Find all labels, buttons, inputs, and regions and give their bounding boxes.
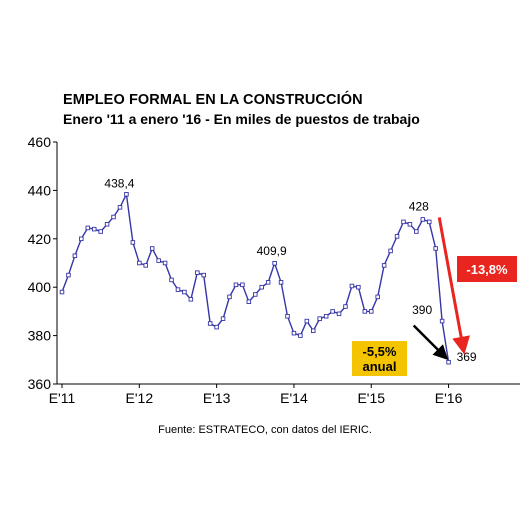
y-tick-label: 460 (28, 134, 52, 150)
data-point (156, 258, 161, 263)
data-point (433, 246, 438, 251)
data-point (388, 248, 393, 254)
data-point (195, 270, 200, 275)
y-tick-label: 440 (28, 182, 52, 198)
data-point (233, 282, 239, 288)
chart-subtitle: Enero '11 a enero '16 - En miles de pues… (63, 111, 420, 127)
data-point (420, 217, 426, 222)
data-point (317, 316, 322, 321)
black-arrow (412, 324, 449, 361)
data-point (381, 263, 387, 268)
data-point (401, 219, 406, 225)
data-point (323, 313, 329, 319)
data-point (439, 318, 445, 324)
data-point (214, 324, 219, 330)
percent-change-badge (457, 256, 517, 282)
data-point (175, 287, 181, 292)
data-point (188, 297, 194, 302)
data-point (349, 283, 355, 289)
data-point (137, 260, 142, 266)
data-point (227, 294, 232, 300)
percent-change-label: -13,8% (466, 262, 508, 277)
red-arrow (437, 217, 470, 355)
data-point (369, 309, 374, 314)
x-tick-label: E'15 (357, 390, 385, 406)
data-point (98, 229, 103, 234)
x-tick-label: E'16 (435, 390, 463, 406)
x-tick-label: E'11 (49, 390, 76, 406)
data-point (117, 205, 123, 210)
data-point (394, 234, 400, 239)
data-point (298, 333, 303, 338)
data-point (207, 321, 213, 326)
data-label: 409,9 (257, 244, 287, 258)
data-point (278, 280, 284, 285)
data-point (311, 328, 316, 334)
data-point (253, 292, 258, 297)
data-point (143, 263, 149, 268)
data-point (201, 272, 206, 278)
x-tick-label: E'13 (203, 390, 231, 406)
data-point (272, 260, 277, 266)
data-point (240, 282, 245, 288)
data-point (446, 359, 451, 365)
data-point (362, 309, 368, 314)
x-tick-label: E'14 (280, 390, 308, 406)
data-point (265, 280, 271, 285)
annual-change-value: -5,5% (363, 344, 397, 359)
data-point (407, 222, 413, 227)
data-point (330, 309, 335, 314)
data-point (66, 272, 71, 278)
data-point (182, 289, 187, 295)
data-point (79, 236, 84, 242)
source-note: Fuente: ESTRATECO, con datos del IERIC. (158, 424, 372, 436)
data-point (149, 246, 155, 251)
y-tick-label: 380 (28, 328, 52, 344)
series-line (61, 191, 450, 363)
data-label: 390 (412, 303, 432, 317)
data-point (162, 260, 168, 266)
data-point (72, 253, 78, 258)
data-point (414, 229, 419, 234)
data-label: 438,4 (104, 176, 134, 190)
data-point (104, 222, 110, 227)
data-point (91, 226, 97, 232)
data-point (85, 225, 91, 231)
annual-change-badge (352, 341, 407, 376)
data-point (246, 299, 252, 304)
data-point (291, 330, 297, 336)
data-point (220, 316, 226, 321)
data-label: 428 (409, 199, 429, 213)
chart-title: EMPLEO FORMAL EN LA CONSTRUCCIÓN (63, 92, 363, 108)
data-point (426, 219, 432, 225)
data-point (169, 277, 174, 283)
data-point (356, 284, 361, 290)
annual-change-unit: anual (363, 359, 397, 374)
data-point (375, 294, 380, 300)
data-point (336, 311, 342, 317)
data-point (130, 240, 136, 245)
data-point (111, 214, 116, 220)
y-tick-label: 420 (28, 231, 52, 247)
data-point (59, 289, 65, 295)
data-point (343, 304, 348, 309)
data-point (304, 318, 310, 324)
data-point (259, 284, 264, 290)
data-point (124, 192, 129, 197)
x-tick-label: E'12 (126, 390, 154, 406)
data-label: 369 (457, 350, 477, 364)
data-point (285, 313, 290, 319)
y-tick-label: 400 (28, 279, 52, 295)
y-tick-label: 360 (28, 376, 52, 392)
